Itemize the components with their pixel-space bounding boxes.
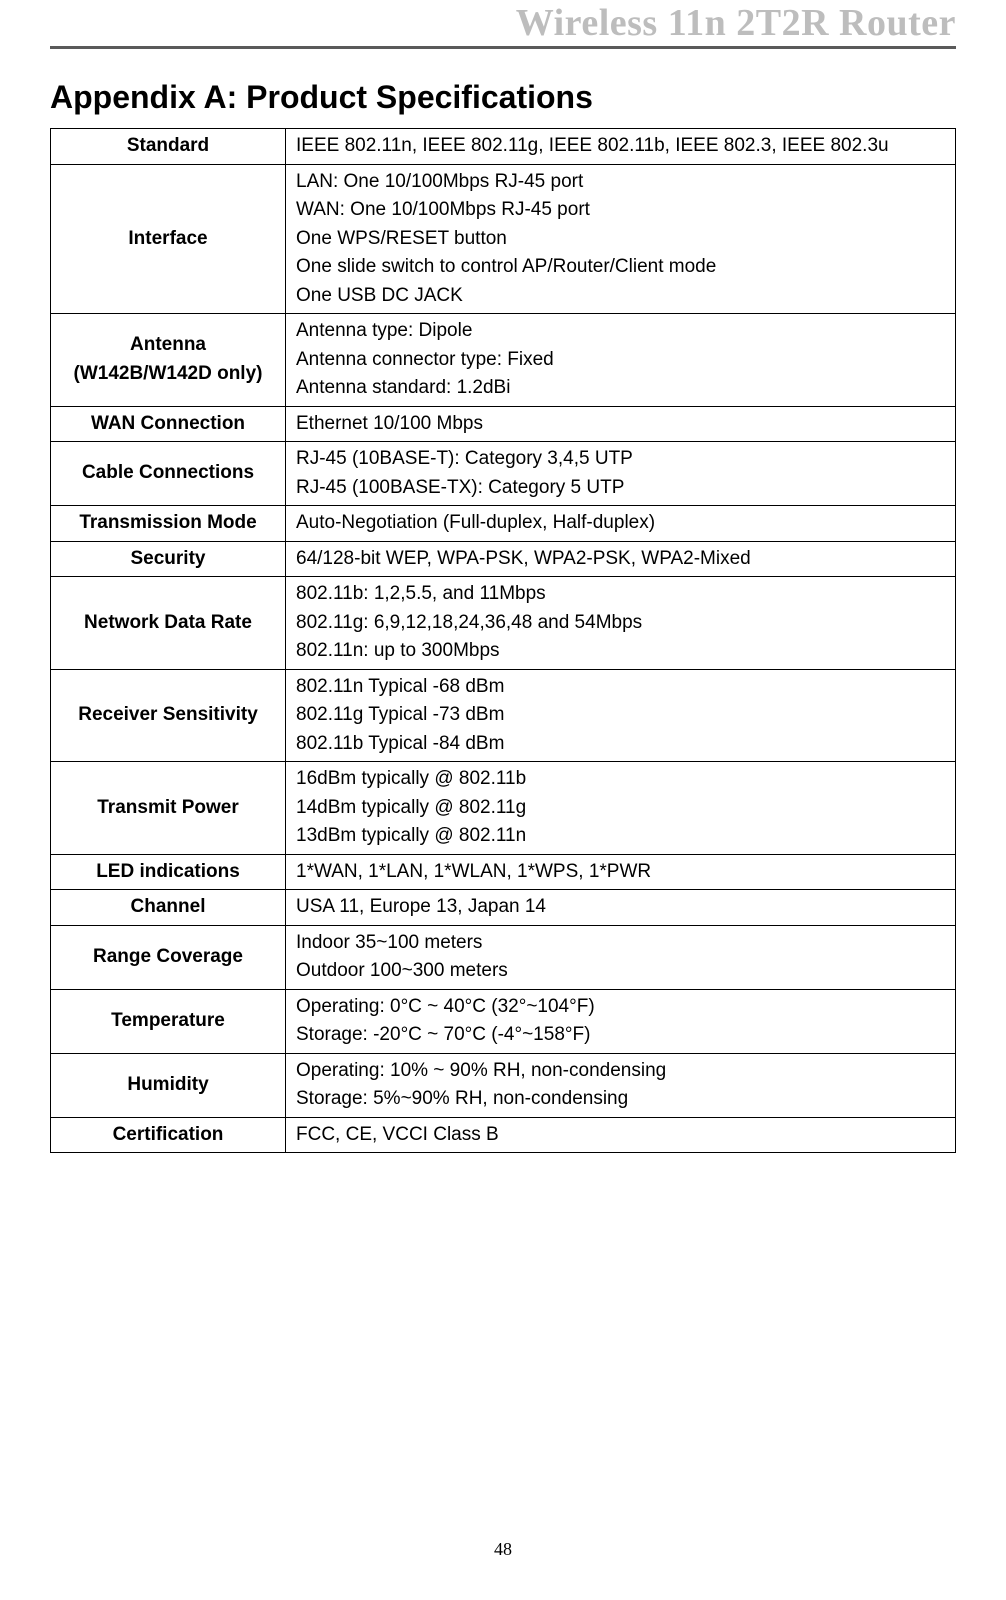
spec-value-line: 802.11b Typical -84 dBm — [296, 730, 945, 759]
spec-value: 64/128-bit WEP, WPA-PSK, WPA2-PSK, WPA2-… — [286, 541, 956, 577]
spec-value: LAN: One 10/100Mbps RJ-45 portWAN: One 1… — [286, 164, 956, 314]
spec-label: Transmission Mode — [51, 506, 286, 542]
spec-value: 16dBm typically @ 802.11b14dBm typically… — [286, 762, 956, 855]
spec-label: Standard — [51, 129, 286, 165]
spec-value-line: One WPS/RESET button — [296, 225, 945, 254]
spec-value: 802.11b: 1,2,5.5, and 11Mbps802.11g: 6,9… — [286, 577, 956, 670]
table-row: TemperatureOperating: 0°C ~ 40°C (32°~10… — [51, 989, 956, 1053]
table-row: Standard IEEE 802.11n, IEEE 802.11g, IEEE… — [51, 129, 956, 165]
spec-value-line: LAN: One 10/100Mbps RJ-45 port — [296, 168, 945, 197]
spec-label: Channel — [51, 890, 286, 926]
spec-value-line: Indoor 35~100 meters — [296, 929, 945, 958]
spec-value-line: 802.11n: up to 300Mbps — [296, 637, 945, 666]
table-row: Antenna(W142B/W142D only)Antenna type: D… — [51, 314, 956, 407]
spec-value: Operating: 0°C ~ 40°C (32°~104°F)Storage… — [286, 989, 956, 1053]
table-row: LED indications 1*WAN, 1*LAN, 1*WLAN, 1*W… — [51, 854, 956, 890]
table-row: Transmission Mode Auto-Negotiation (Full-… — [51, 506, 956, 542]
spec-label: Temperature — [51, 989, 286, 1053]
spec-table: Standard IEEE 802.11n, IEEE 802.11g, IEEE… — [50, 128, 956, 1153]
spec-value-line: USA 11, Europe 13, Japan 14 — [296, 893, 945, 922]
spec-value-line: 802.11g: 6,9,12,18,24,36,48 and 54Mbps — [296, 609, 945, 638]
table-row: Certification FCC, CE, VCCI Class B — [51, 1117, 956, 1153]
spec-value: USA 11, Europe 13, Japan 14 — [286, 890, 956, 926]
spec-value: Auto-Negotiation (Full-duplex, Half-dupl… — [286, 506, 956, 542]
spec-value-line: Ethernet 10/100 Mbps — [296, 410, 945, 439]
spec-value-line: Antenna connector type: Fixed — [296, 346, 945, 375]
spec-value: IEEE 802.11n, IEEE 802.11g, IEEE 802.11b… — [286, 129, 956, 165]
spec-label: Antenna(W142B/W142D only) — [51, 314, 286, 407]
spec-value-line: WAN: One 10/100Mbps RJ-45 port — [296, 196, 945, 225]
spec-value: Operating: 10% ~ 90% RH, non-condensingS… — [286, 1053, 956, 1117]
spec-value: Ethernet 10/100 Mbps — [286, 406, 956, 442]
page-number: 48 — [0, 1539, 1006, 1560]
table-row: Cable ConnectionsRJ-45 (10BASE-T): Categ… — [51, 442, 956, 506]
spec-value-line: Storage: 5%~90% RH, non-condensing — [296, 1085, 945, 1114]
table-row: Receiver Sensitivity802.11n Typical -68 … — [51, 669, 956, 762]
spec-value-line: Antenna standard: 1.2dBi — [296, 374, 945, 403]
table-row: Security 64/128-bit WEP, WPA-PSK, WPA2-PS… — [51, 541, 956, 577]
spec-value: 1*WAN, 1*LAN, 1*WLAN, 1*WPS, 1*PWR — [286, 854, 956, 890]
spec-value-line: 802.11g Typical -73 dBm — [296, 701, 945, 730]
spec-value-line: Outdoor 100~300 meters — [296, 957, 945, 986]
spec-value-line: Operating: 0°C ~ 40°C (32°~104°F) — [296, 993, 945, 1022]
section-title: Appendix A: Product Specifications — [50, 79, 956, 116]
spec-label: Transmit Power — [51, 762, 286, 855]
spec-value-line: 1*WAN, 1*LAN, 1*WLAN, 1*WPS, 1*PWR — [296, 858, 945, 887]
spec-label: Humidity — [51, 1053, 286, 1117]
spec-value-line: 14dBm typically @ 802.11g — [296, 794, 945, 823]
spec-label: LED indications — [51, 854, 286, 890]
spec-value-line: 802.11n Typical -68 dBm — [296, 673, 945, 702]
spec-value-line: One slide switch to control AP/Router/Cl… — [296, 253, 945, 282]
spec-value-line: IEEE 802.11n, IEEE 802.11g, IEEE 802.11b… — [296, 132, 945, 161]
spec-label: Interface — [51, 164, 286, 314]
spec-value-line: Operating: 10% ~ 90% RH, non-condensing — [296, 1057, 945, 1086]
spec-label: Range Coverage — [51, 925, 286, 989]
spec-value: Antenna type: DipoleAntenna connector ty… — [286, 314, 956, 407]
spec-value-line: One USB DC JACK — [296, 282, 945, 311]
spec-value-line: 802.11b: 1,2,5.5, and 11Mbps — [296, 580, 945, 609]
table-row: Network Data Rate802.11b: 1,2,5.5, and 1… — [51, 577, 956, 670]
spec-label: Certification — [51, 1117, 286, 1153]
spec-value-line: RJ-45 (10BASE-T): Category 3,4,5 UTP — [296, 445, 945, 474]
spec-value-line: 13dBm typically @ 802.11n — [296, 822, 945, 851]
spec-value: Indoor 35~100 metersOutdoor 100~300 mete… — [286, 925, 956, 989]
header-rule: Wireless 11n 2T2R Router — [50, 0, 956, 49]
spec-value-line: FCC, CE, VCCI Class B — [296, 1121, 945, 1150]
spec-value-line: Antenna type: Dipole — [296, 317, 945, 346]
spec-value: 802.11n Typical -68 dBm802.11g Typical -… — [286, 669, 956, 762]
spec-value-line: 64/128-bit WEP, WPA-PSK, WPA2-PSK, WPA2-… — [296, 545, 945, 574]
table-row: Range CoverageIndoor 35~100 metersOutdoo… — [51, 925, 956, 989]
spec-value-line: Auto-Negotiation (Full-duplex, Half-dupl… — [296, 509, 945, 538]
header-title: Wireless 11n 2T2R Router — [516, 4, 956, 46]
spec-value: RJ-45 (10BASE-T): Category 3,4,5 UTPRJ-4… — [286, 442, 956, 506]
table-row: InterfaceLAN: One 10/100Mbps RJ-45 portW… — [51, 164, 956, 314]
spec-value-line: 16dBm typically @ 802.11b — [296, 765, 945, 794]
spec-value: FCC, CE, VCCI Class B — [286, 1117, 956, 1153]
spec-value-line: Storage: -20°C ~ 70°C (-4°~158°F) — [296, 1021, 945, 1050]
table-row: Channel USA 11, Europe 13, Japan 14 — [51, 890, 956, 926]
table-row: HumidityOperating: 10% ~ 90% RH, non-con… — [51, 1053, 956, 1117]
spec-value-line: RJ-45 (100BASE-TX): Category 5 UTP — [296, 474, 945, 503]
spec-label: WAN Connection — [51, 406, 286, 442]
spec-label: Cable Connections — [51, 442, 286, 506]
table-row: WAN Connection Ethernet 10/100 Mbps — [51, 406, 956, 442]
spec-label: Network Data Rate — [51, 577, 286, 670]
spec-label: Security — [51, 541, 286, 577]
spec-label: Receiver Sensitivity — [51, 669, 286, 762]
table-row: Transmit Power16dBm typically @ 802.11b1… — [51, 762, 956, 855]
page: Wireless 11n 2T2R Router Appendix A: Pro… — [0, 0, 1006, 1600]
